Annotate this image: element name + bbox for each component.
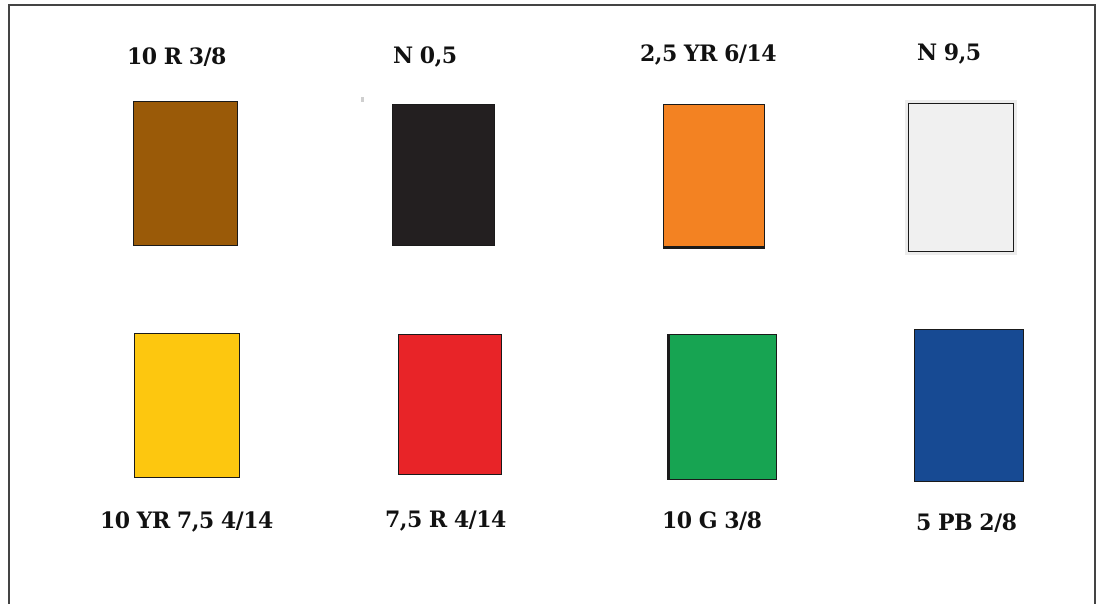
swatch-label-10r-3-8: 10 R 3/8 [127, 44, 226, 70]
diagram-frame [8, 4, 1096, 604]
swatch-label-n-9-5: N 9,5 [917, 40, 981, 66]
swatch-label-2-5yr-6-14: 2,5 YR 6/14 [640, 41, 777, 67]
swatch-label-10g-3-8: 10 G 3/8 [662, 508, 762, 534]
swatch-label-5pb-2-8: 5 PB 2/8 [916, 510, 1017, 536]
swatch-n-0-5 [392, 104, 495, 246]
swatch-label-10yr-7-5-4-14: 10 YR 7,5 4/14 [100, 508, 273, 534]
swatch-5pb-2-8 [914, 329, 1024, 482]
stray-mark [361, 97, 364, 102]
swatch-n-9-5 [908, 103, 1014, 252]
swatch-2-5yr-6-14 [663, 104, 765, 249]
swatch-10g-3-8 [667, 334, 777, 480]
swatch-10yr-7-5-4-14 [134, 333, 240, 478]
swatch-7-5r-4-14 [398, 334, 502, 475]
swatch-label-n-0-5: N 0,5 [393, 43, 457, 69]
swatch-10r-3-8 [133, 101, 238, 246]
swatch-label-7-5r-4-14: 7,5 R 4/14 [385, 507, 506, 533]
